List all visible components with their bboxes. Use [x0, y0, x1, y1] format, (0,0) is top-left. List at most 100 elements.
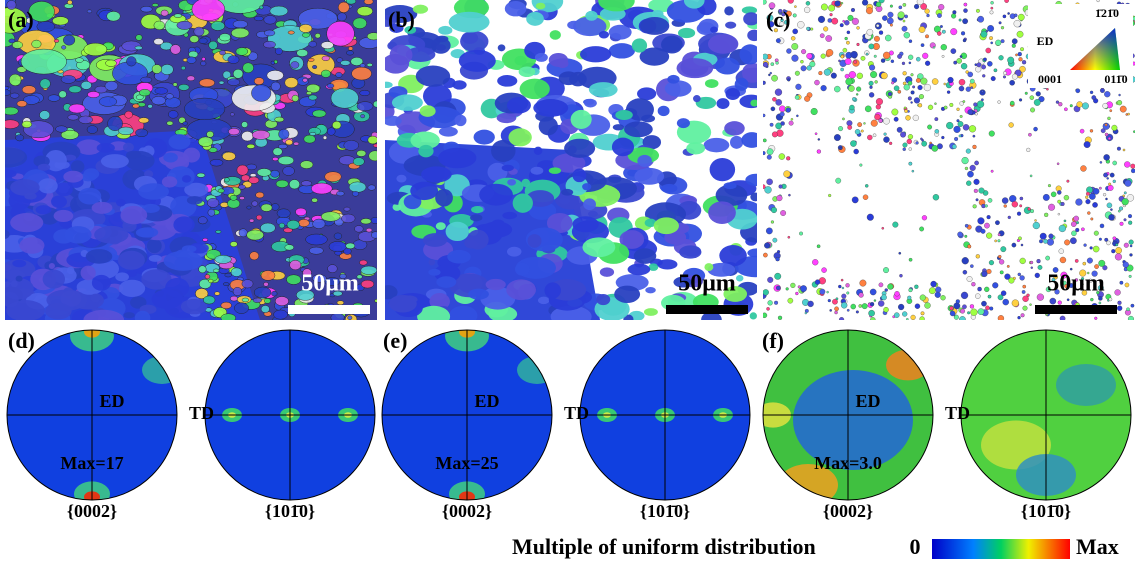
grain: [771, 107, 775, 111]
grain: [677, 118, 690, 128]
grain: [10, 213, 43, 232]
grain: [304, 135, 316, 143]
grain: [361, 280, 374, 288]
grain: [876, 104, 881, 109]
grain: [177, 21, 192, 29]
grain: [970, 304, 974, 308]
pole-figure: [382, 321, 557, 507]
grain: [250, 174, 256, 177]
grain: [976, 198, 979, 201]
grain: [898, 12, 905, 19]
grain: [933, 194, 939, 200]
grain: [584, 99, 597, 108]
grain: [1105, 198, 1107, 200]
grain: [125, 111, 133, 118]
grain: [1128, 221, 1132, 225]
grain: [519, 66, 536, 77]
grain: [750, 312, 757, 319]
grain: [507, 247, 522, 257]
grain: [954, 126, 961, 133]
grain: [724, 6, 734, 15]
grain: [1034, 99, 1040, 105]
grain: [960, 115, 963, 118]
grain: [1093, 246, 1099, 252]
grain: [236, 48, 248, 56]
grain: [927, 125, 932, 130]
grain: [1075, 259, 1078, 262]
grain: [10, 179, 39, 196]
grain: [163, 153, 178, 163]
grain: [846, 41, 849, 44]
grain: [903, 148, 906, 151]
grain: [599, 31, 609, 39]
grain: [1105, 124, 1107, 126]
grain: [724, 182, 737, 189]
grain: [17, 101, 27, 107]
grain: [285, 245, 294, 251]
grain: [857, 73, 863, 79]
grain: [798, 286, 801, 289]
grain: [436, 276, 456, 288]
grain: [612, 138, 634, 157]
grain: [984, 223, 989, 228]
grain: [812, 259, 818, 265]
grain: [792, 55, 799, 62]
grain: [285, 78, 298, 88]
grain: [1031, 267, 1033, 269]
grain: [416, 66, 450, 87]
grain: [828, 194, 831, 197]
grain: [710, 27, 718, 33]
grain: [810, 61, 816, 67]
grain: [1058, 102, 1062, 106]
grain: [271, 82, 280, 91]
grain: [1087, 258, 1093, 264]
grain: [1059, 249, 1064, 254]
grain: [242, 298, 249, 302]
grain: [359, 260, 367, 265]
grain: [894, 117, 898, 121]
grain: [479, 184, 513, 206]
grain: [911, 315, 916, 320]
grain: [1092, 202, 1097, 207]
grain: [600, 267, 614, 276]
grain: [890, 5, 893, 8]
grain: [874, 300, 876, 302]
grain: [904, 32, 910, 38]
ipf-title: ED: [1037, 34, 1054, 48]
grain: [276, 180, 288, 188]
grain: [789, 121, 794, 126]
grain: [16, 276, 23, 282]
grain: [1018, 14, 1024, 20]
grain: [224, 178, 229, 182]
grain: [791, 118, 793, 120]
grain: [118, 251, 145, 270]
grain: [942, 30, 945, 33]
grain: [919, 26, 925, 32]
grain: [860, 280, 867, 287]
grain: [987, 25, 994, 32]
grain: [254, 16, 263, 21]
grain: [353, 18, 367, 29]
grain: [321, 42, 333, 49]
grain: [557, 59, 569, 68]
grain: [264, 282, 269, 286]
grain: [919, 94, 924, 99]
grain: [615, 110, 633, 120]
grain: [2, 120, 20, 129]
grain: [502, 212, 517, 219]
grain: [658, 106, 670, 116]
grain: [321, 70, 330, 78]
grain: [190, 36, 199, 43]
grain: [851, 8, 855, 12]
grain: [956, 299, 960, 303]
grain: [1019, 205, 1022, 208]
grain: [1085, 196, 1088, 199]
grain: [1021, 244, 1023, 246]
ipf-left: 0001: [1038, 72, 1062, 86]
grain: [801, 66, 807, 72]
grain: [708, 201, 736, 224]
grain: [774, 301, 778, 305]
grain: [953, 61, 956, 64]
grain: [38, 164, 50, 171]
grain: [903, 143, 908, 148]
